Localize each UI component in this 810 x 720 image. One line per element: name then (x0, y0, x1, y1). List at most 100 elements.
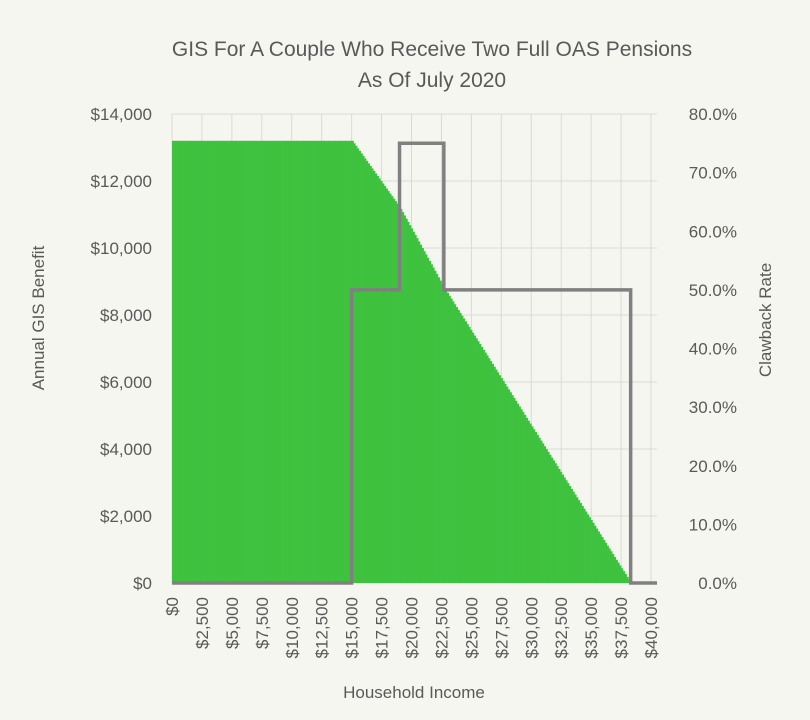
gis-bar (504, 383, 507, 583)
gis-bar (445, 290, 448, 583)
gis-bar (346, 140, 349, 584)
gis-bar (234, 140, 238, 584)
gis-bar (538, 437, 541, 583)
gis-bar (484, 352, 487, 583)
gis-bar (552, 460, 556, 583)
gis-bar (308, 140, 311, 584)
gis-bar (556, 466, 559, 583)
gis-bar (507, 389, 511, 583)
gis-bar (441, 283, 444, 583)
gis-bar (409, 225, 412, 583)
gis-bar (603, 539, 606, 583)
gis-bar (586, 514, 590, 583)
gis-bar (549, 454, 552, 583)
gis-bar (211, 140, 214, 584)
gis-bar (622, 571, 626, 583)
gis-bar (480, 346, 484, 583)
gis-bar (180, 140, 184, 584)
gis-bar (364, 158, 367, 583)
gis-bar (516, 403, 520, 583)
gis-bar (173, 140, 176, 584)
gis-bar (391, 196, 394, 583)
gis-bar (339, 140, 342, 584)
gis-bar (486, 355, 489, 583)
gis-bar (270, 140, 273, 584)
gis-bar (285, 140, 288, 584)
gis-bar (204, 140, 207, 584)
gis-bar (533, 429, 536, 583)
gis-bar (401, 212, 405, 584)
gis-bar (542, 443, 545, 583)
gis-bar (551, 457, 554, 583)
gis-bar (233, 140, 236, 584)
gis-bar (405, 218, 408, 584)
gis-bar (574, 494, 577, 583)
gis-bar (337, 140, 340, 584)
gis-bar (177, 140, 180, 584)
gis-bar (369, 165, 372, 584)
gis-bar (231, 140, 234, 584)
gis-bar (218, 140, 221, 584)
gis-bar (522, 412, 525, 583)
gis-bar (313, 140, 317, 584)
gis-bar (191, 140, 194, 584)
left-y-tick-label: $0 (133, 574, 152, 593)
gis-bar (328, 140, 331, 584)
left-y-tick-label: $4,000 (100, 440, 152, 459)
gis-bar (624, 573, 627, 583)
gis-bar (606, 545, 609, 583)
gis-bar (389, 193, 392, 583)
gis-bar (452, 301, 455, 583)
gis-bar (470, 329, 473, 583)
gis-bar (240, 140, 243, 584)
gis-bar (304, 140, 308, 584)
gis-bar (597, 531, 600, 583)
gis-bar (382, 183, 385, 583)
gis-bar (292, 140, 295, 584)
gis-bar (330, 140, 333, 584)
left-y-tick-label: $14,000 (91, 105, 152, 124)
right-y-tick-label: 50.0% (689, 281, 737, 300)
gis-bar (427, 257, 430, 583)
gis-bar (617, 562, 620, 583)
gis-bar (502, 380, 505, 583)
gis-bar (437, 277, 441, 583)
gis-bar (567, 483, 570, 583)
gis-bar (269, 140, 272, 584)
gis-bar (419, 244, 423, 583)
gis-bar (184, 140, 187, 584)
gis-bar (182, 140, 185, 584)
gis-bar (498, 375, 502, 583)
gis-bar (585, 511, 588, 583)
gis-bar (454, 304, 457, 583)
gis-bar (515, 400, 518, 583)
gis-bar (324, 140, 327, 584)
gis-bar (281, 140, 284, 584)
gis-bar (360, 153, 363, 584)
right-y-tick-label: 20.0% (689, 457, 737, 476)
gis-bar (547, 451, 550, 583)
gis-bar (608, 548, 611, 583)
gis-bar (362, 155, 365, 583)
gis-bar (529, 423, 532, 583)
right-y-tick-label: 40.0% (689, 340, 737, 359)
gis-bar (506, 386, 509, 583)
gis-bar (468, 326, 471, 583)
gis-bar (396, 203, 399, 584)
right-y-tick-label: 60.0% (689, 222, 737, 241)
gis-bar (621, 568, 624, 583)
gis-bar (376, 175, 379, 583)
gis-bar (495, 369, 498, 583)
gis-bar (251, 140, 254, 584)
x-tick-label: $7,500 (253, 597, 272, 649)
gis-bar (482, 349, 485, 583)
gis-bar (366, 160, 369, 583)
gis-bar (249, 140, 252, 584)
x-tick-label: $37,500 (612, 597, 631, 658)
gis-bar (423, 251, 426, 583)
gis-bar (432, 267, 435, 583)
gis-bar (421, 248, 424, 583)
gis-bar (511, 395, 514, 583)
gis-bar (213, 140, 216, 584)
gis-bar (439, 280, 442, 583)
